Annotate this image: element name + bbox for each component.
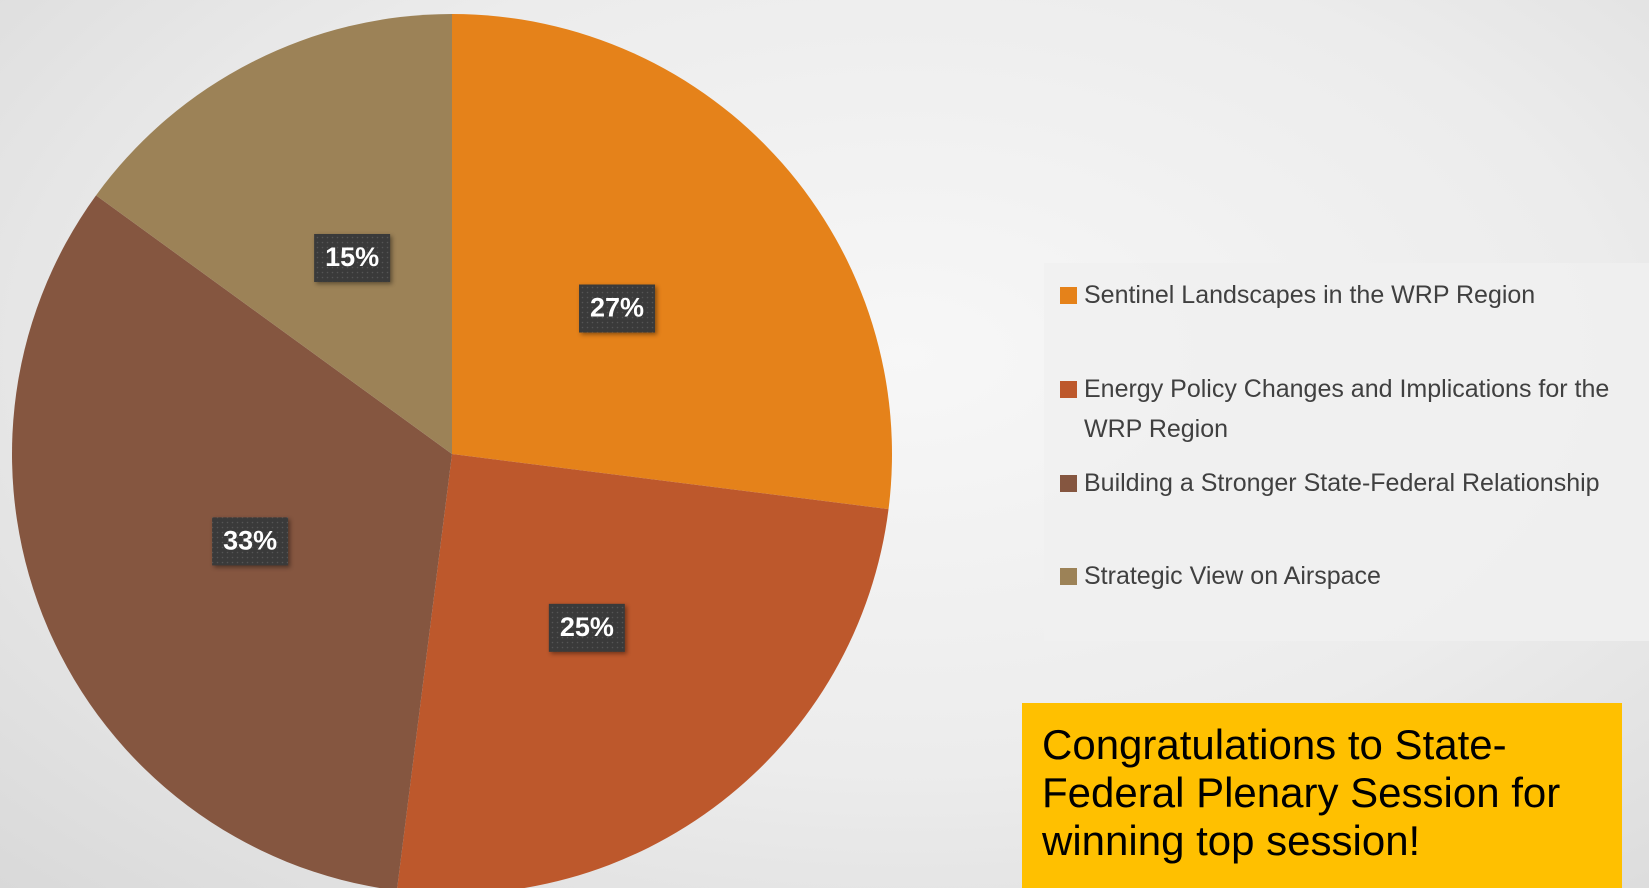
legend: Sentinel Landscapes in the WRP Region Ene… xyxy=(1044,263,1649,641)
data-label-box xyxy=(212,517,289,566)
data-label-text: 25% xyxy=(560,612,614,642)
data-label-text: 33% xyxy=(223,525,277,555)
pie-slice xyxy=(452,14,892,510)
data-label: 33% xyxy=(212,517,289,566)
legend-label: Sentinel Landscapes in the WRP Region xyxy=(1084,281,1536,309)
data-label: 25% xyxy=(548,603,625,652)
legend-label: Strategic View on Airspace xyxy=(1084,562,1381,590)
legend-label: Building a Stronger State-Federal Relati… xyxy=(1084,469,1600,497)
data-label: 27% xyxy=(579,284,656,333)
pie-slice xyxy=(397,454,889,888)
data-label-box xyxy=(314,233,391,282)
legend-swatch xyxy=(1060,568,1077,585)
legend-swatch xyxy=(1060,287,1077,304)
data-label-box xyxy=(548,603,625,652)
data-label-text: 27% xyxy=(590,293,644,323)
legend-item: Strategic View on Airspace xyxy=(1060,556,1644,596)
pie-slice xyxy=(96,13,452,454)
data-label: 15% xyxy=(314,233,391,282)
legend-item: Building a Stronger State-Federal Relati… xyxy=(1060,463,1644,503)
legend-swatch xyxy=(1060,475,1077,492)
legend-item: Energy Policy Changes and Implications f… xyxy=(1060,369,1644,449)
data-label-box xyxy=(579,284,656,333)
legend-swatch xyxy=(1060,381,1077,398)
data-label-text: 15% xyxy=(325,242,379,272)
legend-label: Energy Policy Changes and Implications f… xyxy=(1084,375,1610,443)
annotation: Congratulations to State-Federal Plenary… xyxy=(1022,703,1622,888)
legend-item: Sentinel Landscapes in the WRP Region xyxy=(1060,275,1644,315)
